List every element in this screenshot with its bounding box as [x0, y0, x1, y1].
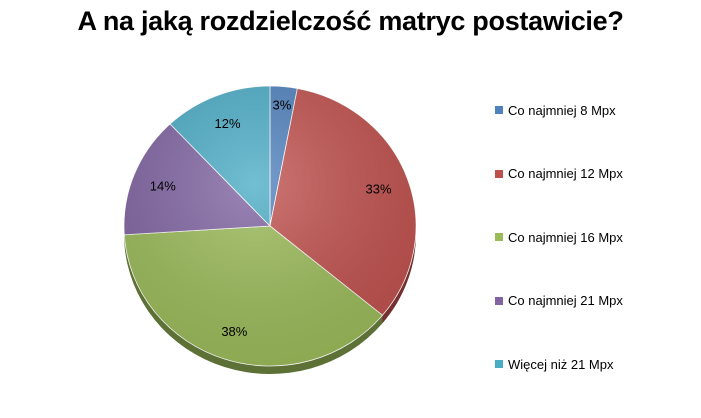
- pie-label-co-najmniej-12-mpx: 33%: [366, 182, 392, 197]
- legend-swatch: [495, 106, 503, 114]
- legend-swatch: [495, 360, 503, 368]
- legend-item-co-najmniej-16-mpx: Co najmniej 16 Mpx: [495, 227, 623, 247]
- pie-slices: [124, 86, 416, 366]
- legend-label: Co najmniej 12 Mpx: [508, 166, 623, 181]
- legend-label: Co najmniej 16 Mpx: [508, 230, 623, 245]
- pie-label-co-najmniej-16-mpx: 38%: [221, 324, 247, 339]
- pie-label-co-najmniej-21-mpx: 14%: [150, 178, 176, 193]
- legend-label: Więcej niż 21 Mpx: [508, 357, 613, 372]
- legend-item-co-najmniej-12-mpx: Co najmniej 12 Mpx: [495, 164, 623, 184]
- legend-item-co-najmniej-8-mpx: Co najmniej 8 Mpx: [495, 100, 623, 120]
- pie-label-wiecej-niz-21-mpx: 12%: [215, 116, 241, 131]
- legend-label: Co najmniej 21 Mpx: [508, 293, 623, 308]
- pie-label-co-najmniej-8-mpx: 3%: [273, 98, 292, 113]
- legend-swatch: [495, 233, 503, 241]
- legend-label: Co najmniej 8 Mpx: [508, 103, 616, 118]
- legend-item-co-najmniej-21-mpx: Co najmniej 21 Mpx: [495, 291, 623, 311]
- legend: Co najmniej 8 Mpx Co najmniej 12 Mpx Co na…: [495, 100, 623, 418]
- legend-swatch: [495, 170, 503, 178]
- legend-item-wiecej-niz-21-mpx: Więcej niż 21 Mpx: [495, 354, 623, 374]
- legend-swatch: [495, 297, 503, 305]
